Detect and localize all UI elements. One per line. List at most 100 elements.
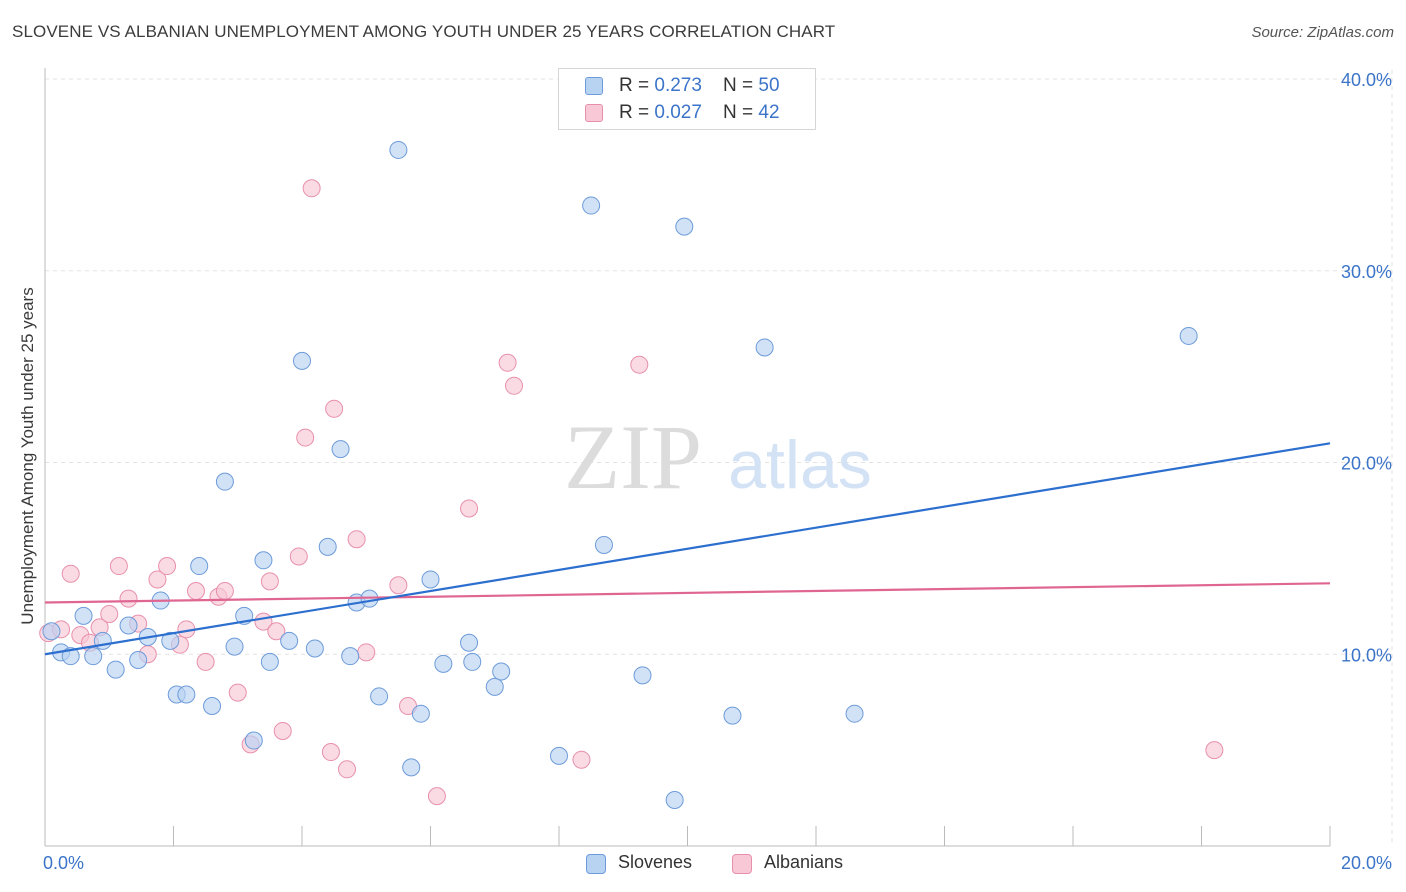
albanians-point (321, 743, 340, 762)
slovenes-point (370, 687, 389, 706)
chart-title: SLOVENE VS ALBANIAN UNEMPLOYMENT AMONG Y… (12, 22, 836, 41)
r-value: 0.273 (654, 75, 702, 96)
albanians-point (228, 683, 247, 702)
slovenes-point (42, 622, 61, 641)
y-tick-label: 30.0% (1341, 262, 1392, 282)
albanians-point (100, 604, 119, 623)
slovenes-point (244, 731, 263, 750)
y-tick-label: 20.0% (1341, 454, 1392, 474)
albanians-point (347, 530, 366, 549)
slovenes-point (594, 535, 613, 554)
albanians-point (158, 557, 177, 576)
slovenes-point (550, 746, 568, 765)
correlation-legend: R = 0.273 N = 50 R = 0.027 N = 42 (558, 68, 816, 130)
albanians-point (460, 499, 479, 518)
slovenes-point (190, 557, 209, 576)
slovenes-point (215, 472, 234, 491)
y-tick-label: 10.0% (1341, 645, 1392, 665)
slovenes-swatch (585, 77, 603, 95)
slovenes-point (119, 616, 138, 635)
slovenes-trendline (44, 442, 1331, 656)
slovenes-point (633, 666, 652, 685)
slovenes-legend-swatch (586, 854, 606, 874)
r-label: R = (619, 75, 655, 96)
albanians-point (119, 589, 138, 608)
albanians-trendline (44, 582, 1331, 604)
albanians-point (215, 581, 234, 600)
albanians-point (505, 376, 524, 395)
n-value: 50 (758, 75, 780, 96)
slovenes-point (341, 647, 360, 666)
slovenes-point (106, 660, 125, 679)
x-tick-label: 0.0% (43, 853, 84, 873)
albanians-point (572, 750, 591, 769)
albanians-point (1205, 741, 1224, 760)
slovenes-point (203, 697, 222, 716)
albanians-point (61, 564, 80, 583)
trendlines (44, 442, 1331, 656)
slovenes-point (460, 633, 479, 652)
legend-text-albanians: R = 0.027 N = 42 (619, 102, 780, 124)
slovenes-point (492, 662, 511, 681)
albanians-point (337, 760, 356, 779)
albanians-point (296, 428, 315, 447)
albanians-point (427, 787, 446, 806)
slovenes-point (293, 351, 311, 370)
gridlines (45, 70, 1393, 846)
slovenes-point (318, 537, 337, 556)
watermark-zip: ZIP (564, 406, 702, 508)
albanians-point (302, 179, 321, 198)
slovenes-point (74, 606, 93, 625)
slovenes-point (225, 637, 244, 656)
slovenes-point (331, 440, 350, 459)
slovenes-point (254, 551, 273, 570)
albanians-point (273, 721, 292, 740)
slovenes-point (582, 196, 601, 215)
slovenes-point (463, 652, 482, 671)
slovenes-point (485, 677, 504, 696)
albanians-point (196, 652, 215, 671)
r-value: 0.027 (654, 102, 702, 123)
slovenes-legend-label: Slovenes (618, 852, 693, 872)
albanians-point (289, 547, 308, 566)
albanians-legend-label: Albanians (764, 852, 844, 872)
legend-text-slovenes: R = 0.273 N = 50 (619, 75, 780, 97)
slovenes-point (723, 706, 742, 725)
slovenes-point (755, 338, 774, 357)
slovenes-point (129, 651, 148, 670)
slovenes-point (177, 685, 196, 704)
slovenes-point (389, 140, 408, 159)
albanians-point (630, 355, 649, 374)
slovenes-point (305, 639, 324, 658)
slovenes-point (675, 217, 694, 236)
slovenes-point (280, 631, 299, 650)
albanians-point (389, 576, 408, 595)
axes (44, 68, 1331, 847)
x-tick-label: 20.0% (1341, 853, 1392, 873)
r-label: R = (619, 102, 655, 123)
tick-labels: 10.0% 20.0% 30.0% 40.0% 0.0% 20.0% (43, 70, 1392, 873)
albanians-point (325, 399, 344, 418)
albanians-swatch (585, 104, 603, 122)
n-value: 42 (758, 102, 780, 123)
slovenes-point (411, 704, 430, 723)
y-axis-label: Unemployment Among Youth under 25 years (18, 287, 37, 625)
albanians-point (357, 643, 376, 662)
slovenes-point (161, 631, 180, 650)
albanians-points (39, 179, 1224, 806)
albanians-point (109, 557, 128, 576)
n-label: N = (723, 102, 759, 123)
albanians-point (498, 353, 517, 372)
slovenes-point (421, 570, 440, 589)
slovenes-point (434, 654, 453, 673)
slovenes-point (1179, 326, 1198, 345)
y-tick-label: 40.0% (1341, 70, 1392, 90)
slovenes-point (845, 704, 864, 723)
albanians-point (148, 570, 167, 589)
slovenes-point (402, 758, 421, 777)
n-label: N = (723, 75, 759, 96)
watermark-atlas: atlas (728, 427, 872, 503)
slovenes-point (260, 652, 279, 671)
slovenes-point (84, 647, 103, 666)
